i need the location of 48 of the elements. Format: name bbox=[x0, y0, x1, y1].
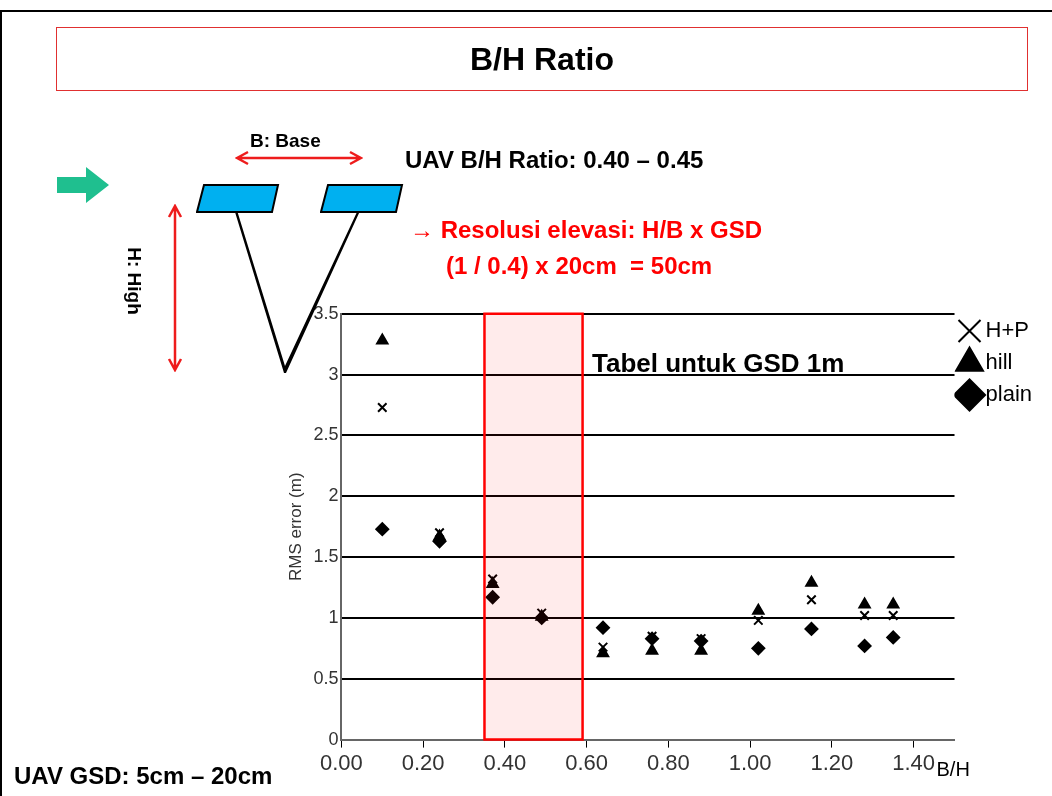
y-tick-label: 3 bbox=[328, 363, 339, 384]
x-tick-label: 0.00 bbox=[320, 749, 363, 775]
y-axis-title: RMS error (m) bbox=[285, 472, 305, 581]
point bbox=[597, 641, 609, 653]
point bbox=[752, 603, 765, 615]
point bbox=[645, 643, 659, 655]
point bbox=[887, 610, 899, 621]
point bbox=[806, 594, 817, 605]
chart-title: B/H Ratio bbox=[470, 40, 614, 78]
y-tick-label: 2 bbox=[328, 485, 339, 506]
text: UAV GSD: 5cm – 20cm bbox=[14, 762, 273, 790]
point bbox=[886, 630, 901, 645]
x-tick-label: 1.00 bbox=[728, 749, 772, 775]
legend-label: plain bbox=[985, 381, 1032, 407]
x-axis-title: B/H bbox=[936, 757, 970, 780]
x-tick-label: 1.20 bbox=[810, 749, 854, 775]
y-tick-label: 3.5 bbox=[313, 302, 339, 323]
point bbox=[858, 597, 871, 609]
text: (1 / 0.4) x 20cm = 50cm bbox=[446, 252, 713, 280]
y-tick-label: 1 bbox=[328, 606, 339, 627]
text: UAV B/H Ratio: 0.40 – 0.45 bbox=[405, 146, 704, 174]
y-tick-label: 0 bbox=[328, 728, 339, 749]
point bbox=[751, 641, 766, 656]
point bbox=[887, 597, 900, 609]
point bbox=[596, 620, 611, 635]
legend-label: hill bbox=[985, 349, 1013, 375]
point bbox=[804, 621, 819, 636]
x-tick-label: 0.60 bbox=[565, 749, 609, 775]
legend-label: H+P bbox=[985, 317, 1029, 343]
x-tick-label: 0.80 bbox=[646, 749, 690, 775]
text: H: High bbox=[122, 247, 145, 315]
text: → Resolusi elevasi: H/B x GSD bbox=[410, 216, 763, 244]
point bbox=[485, 590, 500, 605]
point bbox=[857, 638, 872, 653]
point bbox=[375, 522, 390, 537]
point bbox=[753, 615, 764, 626]
x-tick-label: 0.40 bbox=[483, 749, 527, 775]
y-tick-label: 0.5 bbox=[313, 667, 339, 688]
point bbox=[805, 575, 818, 587]
point bbox=[859, 610, 870, 621]
point bbox=[377, 402, 388, 413]
y-tick-label: 1.5 bbox=[313, 546, 339, 567]
y-tick-label: 2.5 bbox=[313, 424, 339, 445]
text: B: Base bbox=[250, 130, 321, 152]
point bbox=[376, 333, 389, 345]
x-tick-label: 1.40 bbox=[892, 749, 936, 775]
x-tick-label: 0.20 bbox=[401, 749, 445, 775]
annotation: Tabel untuk GSD 1m bbox=[592, 348, 845, 379]
